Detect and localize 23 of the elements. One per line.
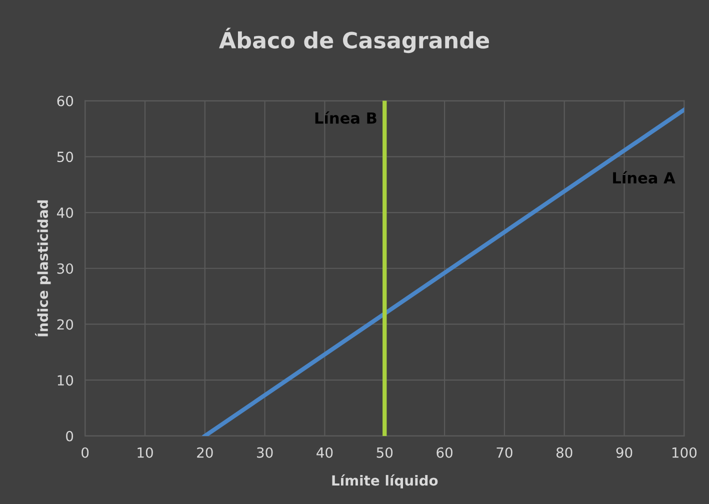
x-tick-label: 100: [672, 447, 697, 458]
x-tick-label: 20: [197, 447, 213, 458]
x-tick-label: 80: [556, 447, 572, 458]
x-tick-label: 90: [616, 447, 632, 458]
y-tick-label: 60: [57, 96, 74, 106]
x-tick-label: 10: [138, 447, 153, 458]
x-tick-label: 70: [496, 447, 512, 458]
x-tick-label: 40: [316, 447, 333, 458]
x-tick-label: 50: [376, 447, 393, 458]
y-axis-title: Índice plasticidad: [35, 200, 51, 336]
y-tick-label: 50: [57, 152, 74, 162]
x-tick-label: 0: [82, 447, 89, 458]
y-tick-label: 40: [56, 207, 74, 218]
x-axis-title: Límite líquido: [332, 474, 438, 488]
y-tick-label: 20: [57, 319, 74, 330]
x-tick-label: 60: [436, 447, 452, 458]
y-tick-label: 0: [66, 430, 74, 442]
y-tick-label: 30: [57, 263, 74, 274]
series-label: Línea A: [613, 171, 676, 184]
chart-title: Ábaco de Casagrande: [219, 28, 490, 54]
x-tick-label: 30: [257, 447, 273, 458]
y-tick-label: 10: [58, 375, 74, 386]
series-label: Línea B: [315, 111, 376, 124]
